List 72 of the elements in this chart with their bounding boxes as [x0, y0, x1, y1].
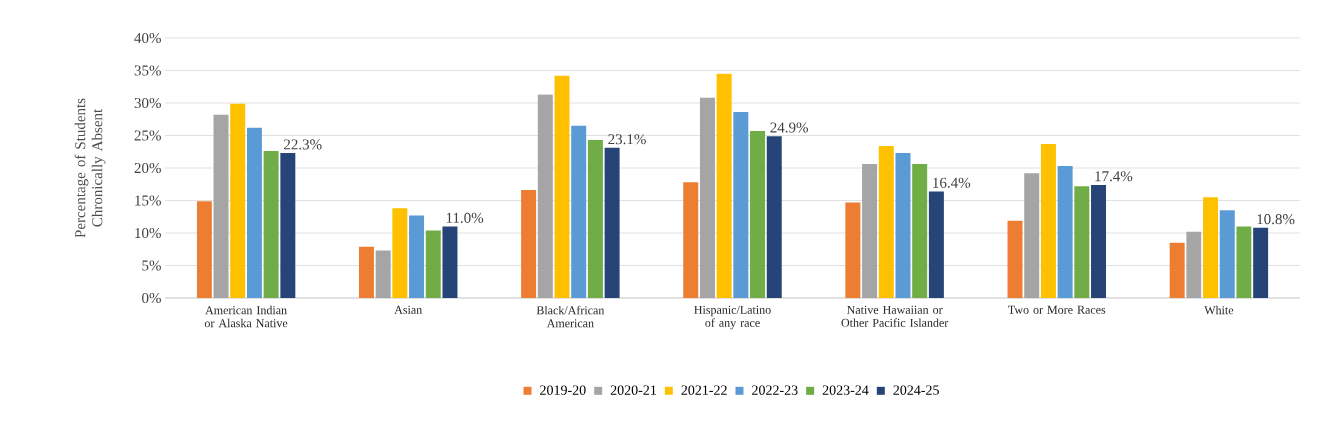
bar: [716, 73, 732, 298]
bar: [895, 153, 911, 298]
bar: [862, 164, 878, 298]
bar: [554, 75, 570, 298]
bar: [213, 114, 229, 298]
bar: [683, 182, 699, 298]
bar: [1057, 166, 1073, 298]
bar: [392, 208, 408, 298]
bar: [845, 202, 861, 298]
legend-label: 2022-23: [752, 385, 798, 395]
bar: [699, 97, 715, 298]
bar: [1007, 220, 1023, 298]
y-tick-label: 0%: [142, 292, 161, 304]
data-label: 24.9%: [770, 122, 809, 133]
bar: [358, 246, 374, 298]
data-label: 22.3%: [284, 139, 322, 150]
bar: [604, 147, 620, 298]
bar: [1024, 173, 1040, 298]
bar: [733, 112, 749, 298]
bar: [1253, 227, 1269, 298]
data-label: 23.1%: [608, 134, 646, 145]
bar: [280, 153, 296, 298]
y-tick-label: 25%: [134, 130, 161, 141]
legend-label: 2019-20: [540, 385, 586, 395]
bar: [750, 130, 766, 298]
y-tick-label: 35%: [134, 65, 161, 76]
bar: [1236, 226, 1252, 298]
bar: [912, 164, 928, 298]
bar: [246, 127, 262, 298]
y-tick-label: 30%: [134, 97, 161, 109]
x-tick-label: White: [1204, 305, 1234, 315]
x-tick-label: Two or More Races: [1008, 305, 1106, 314]
legend-label: 2024-25: [893, 385, 939, 395]
bar: [1219, 210, 1235, 298]
bar: [1203, 197, 1219, 298]
data-label: 10.8%: [1257, 214, 1295, 225]
bar: [571, 125, 587, 298]
y-tick-label: 15%: [135, 195, 161, 206]
legend-label: 2021-22: [681, 385, 727, 395]
x-tick-label: Black/African American: [536, 305, 605, 328]
data-label: 17.4%: [1095, 171, 1133, 182]
bar: [1186, 231, 1202, 298]
y-tick-label: 5%: [142, 260, 161, 271]
bar: [1074, 186, 1090, 298]
data-label: 11.0%: [446, 212, 484, 223]
x-tick-label: American Indian or Alaska Native: [204, 305, 288, 328]
legend-label: 2023-24: [822, 385, 869, 395]
bar: [409, 215, 425, 298]
y-tick-label: 20%: [134, 162, 161, 174]
bar: [878, 145, 894, 298]
bar: [263, 151, 279, 298]
bar: [521, 190, 537, 298]
x-tick-label: Hispanic/Latino of any race: [694, 305, 771, 330]
data-label: 16.4%: [933, 177, 971, 188]
bar: [928, 191, 944, 298]
bar: [425, 230, 441, 298]
y-tick-label: 40%: [134, 32, 161, 44]
bar: [1091, 184, 1107, 298]
bar: [537, 94, 553, 298]
bar: [442, 226, 458, 298]
legend-label: 2020-21: [610, 385, 656, 395]
x-tick-label: Native Hawaiian or Other Pacific Islander: [841, 305, 949, 327]
bar: [375, 250, 391, 298]
bar: [1040, 143, 1056, 298]
bar: [766, 136, 782, 298]
x-tick-label: Asian: [394, 305, 423, 314]
bar: [196, 201, 212, 298]
bar: [587, 140, 603, 298]
y-axis-title: Percentage of Students Chronically Absent: [74, 98, 106, 238]
y-tick-label: 10%: [135, 227, 161, 239]
bar: [230, 103, 246, 298]
bar: [1169, 242, 1185, 298]
